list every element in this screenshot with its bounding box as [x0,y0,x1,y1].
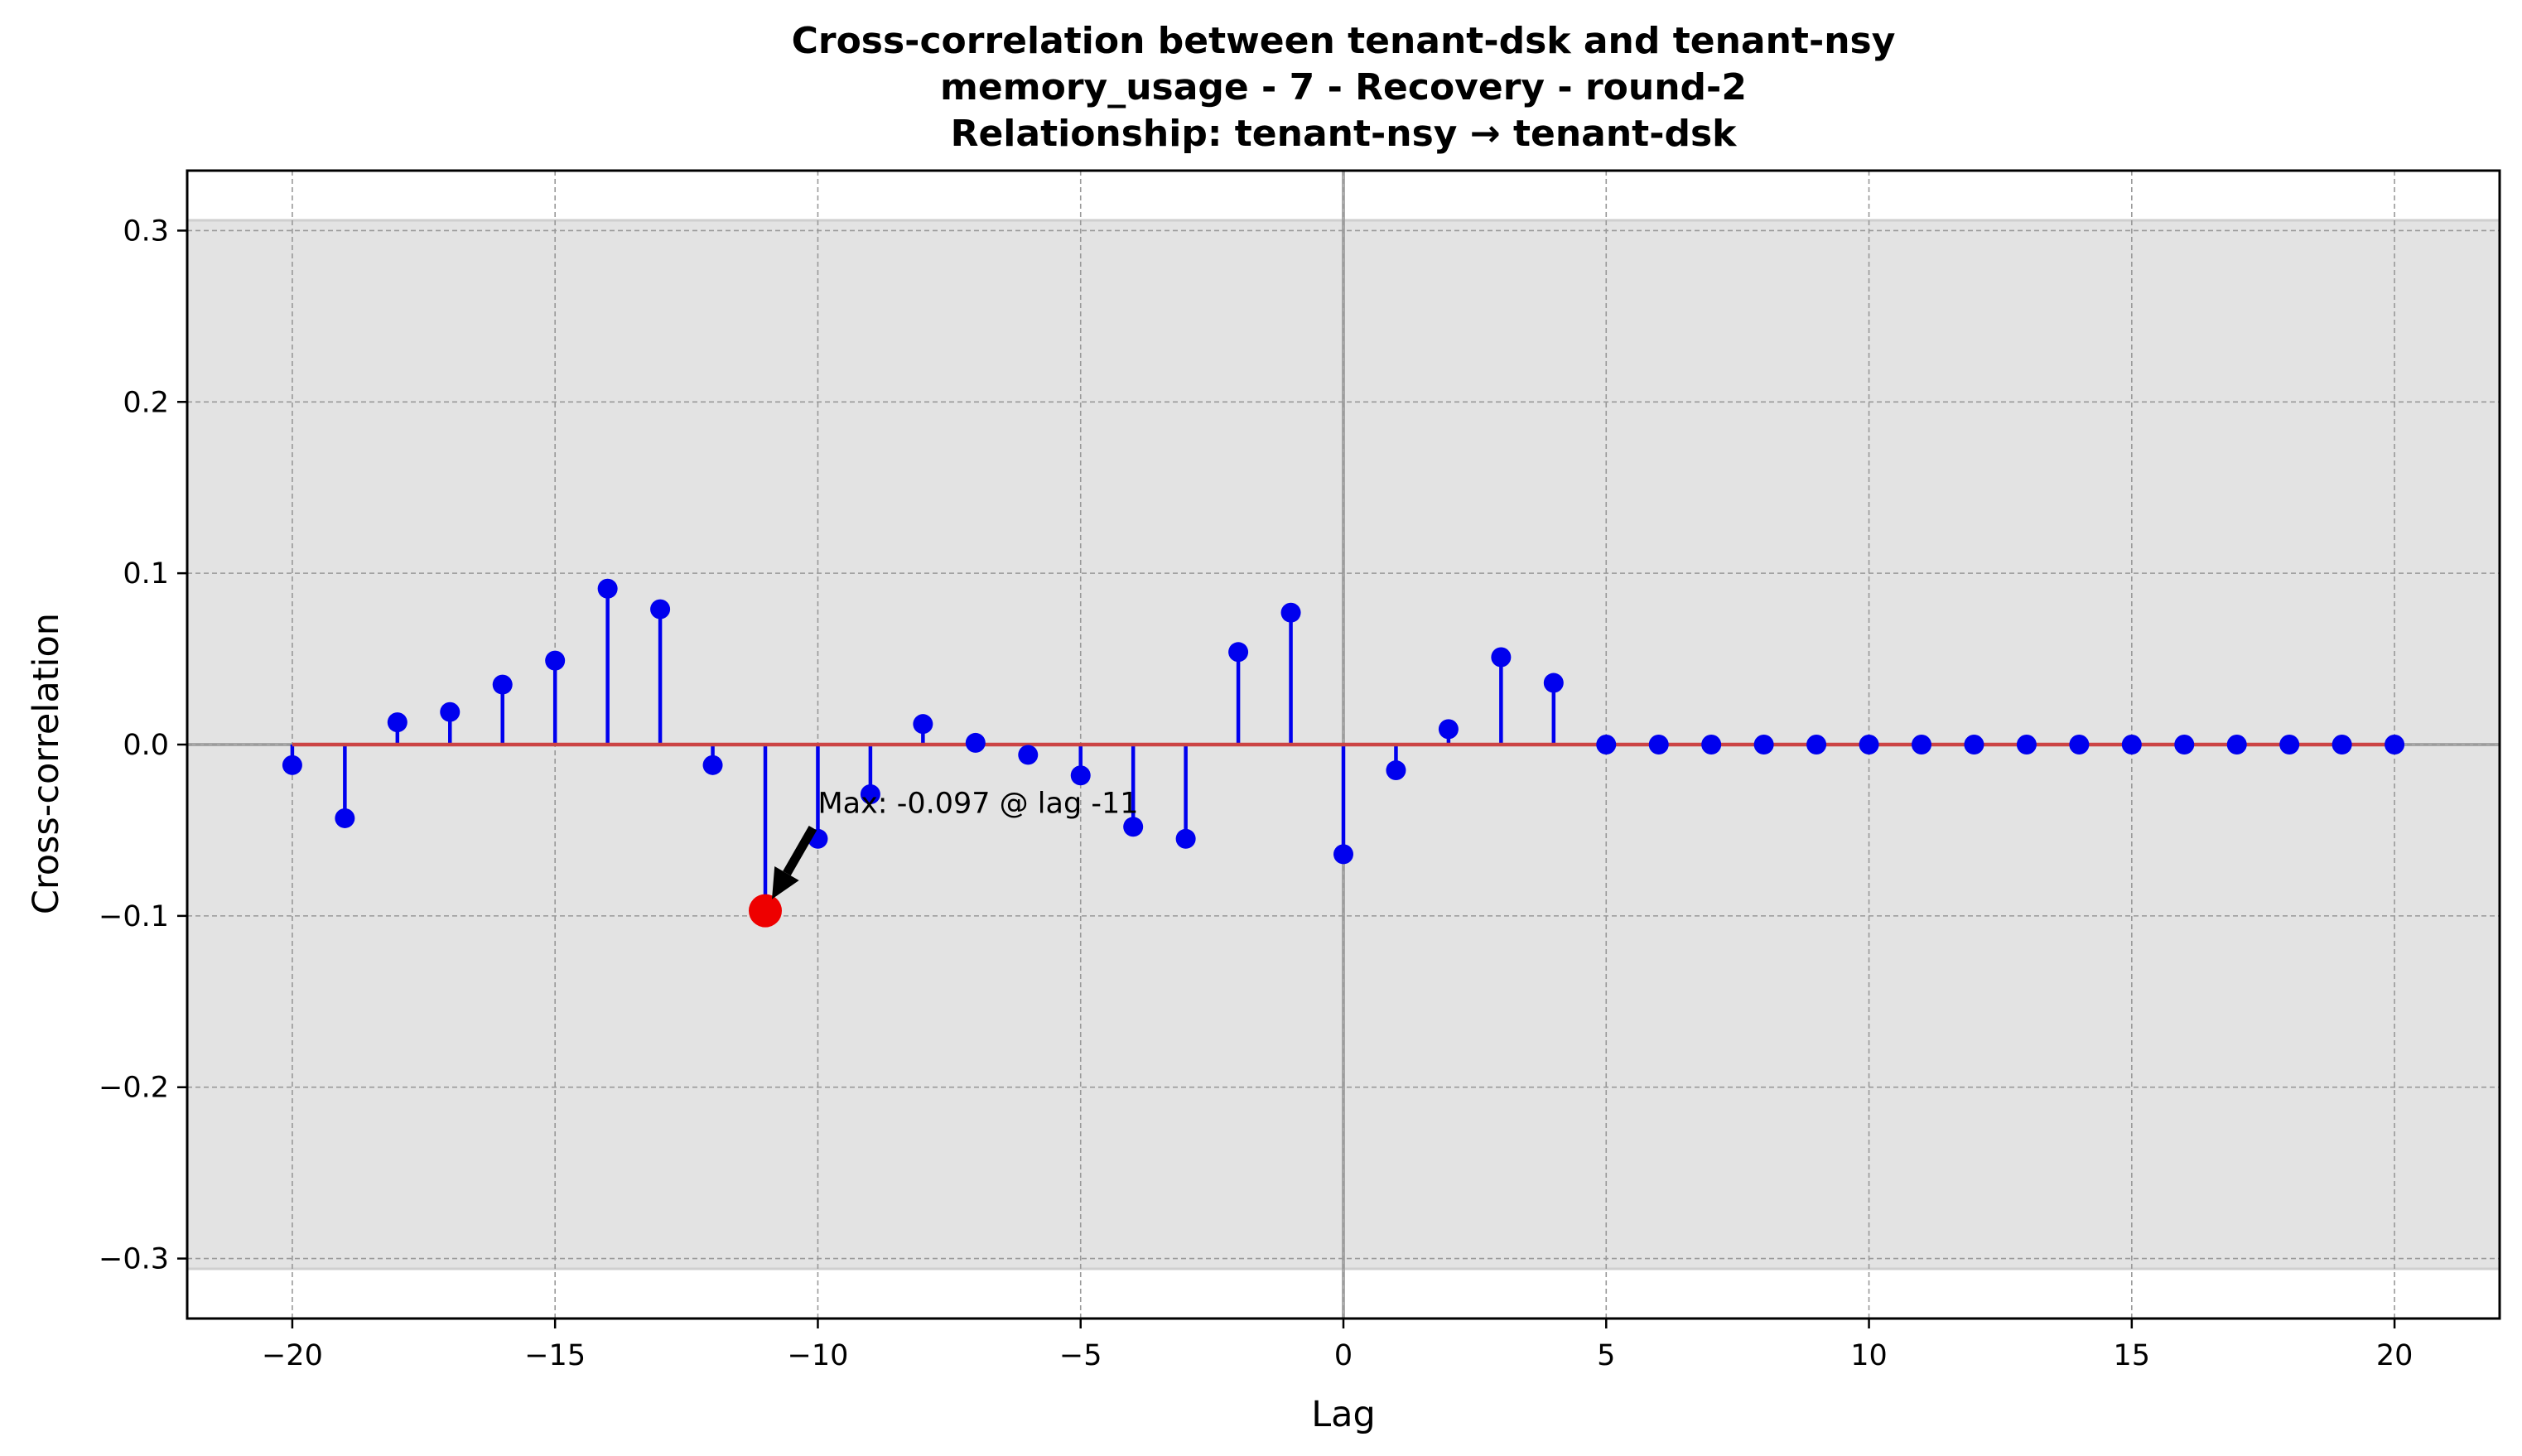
stem-marker [335,808,355,828]
stem-marker [1018,745,1039,765]
title-line-1: Cross-correlation between tenant-dsk and… [792,20,1896,62]
stem-marker [545,650,566,671]
stem-marker [387,712,407,733]
stem-marker [1280,602,1301,623]
plot-area: Max: -0.097 @ lag -11 −20 −15 −10 −5 0 5 10 15 20… [99,169,2501,1372]
x-tick-label: 5 [1597,1339,1615,1372]
stem-marker [2069,735,2090,755]
stem-marker [1175,828,1196,849]
stem-marker [1806,735,1827,755]
max-highlight-marker [749,894,782,928]
y-tick-label: −0.3 [99,1243,169,1276]
stem-marker [2332,735,2352,755]
x-tick-label: −20 [262,1339,323,1372]
stem-marker [1333,844,1353,865]
y-tick-label: 0.1 [123,557,169,591]
x-tick-label: −10 [788,1339,849,1372]
stem-marker [2385,735,2405,755]
y-tick-label: 0.2 [123,386,169,419]
stem-marker [1701,735,1722,755]
stem-marker [2226,735,2247,755]
x-tick-label: −15 [524,1339,586,1372]
stem-marker [1386,760,1406,781]
stem-marker [1859,735,1879,755]
max-annotation-label: Max: -0.097 @ lag -11 [817,788,1138,821]
x-tick-label: 0 [1334,1339,1353,1372]
stem-marker [492,674,513,695]
y-tick-label: −0.1 [99,900,169,933]
stem-marker [965,732,986,753]
stem-marker [913,714,933,735]
stem-marker [2174,735,2195,755]
stem-marker [440,701,461,722]
stem-marker [1228,642,1249,663]
x-axis-label: Lag [1311,1394,1376,1435]
title-line-2: memory_usage - 7 - Recovery - round-2 [940,66,1747,108]
stem-marker [1912,735,1931,755]
x-tick-label: 15 [2114,1339,2151,1372]
stem-marker [702,755,723,775]
stem-marker [2279,735,2300,755]
stem-marker [2121,735,2142,755]
title-line-3: Relationship: tenant-nsy → tenant-dsk [951,113,1738,155]
stem-marker [2016,735,2037,755]
stem-marker [282,755,302,775]
stem-marker [1491,647,1512,668]
y-axis-label: Cross-correlation [26,613,67,914]
stem-marker [1438,719,1459,740]
stem-marker [1648,735,1669,755]
stem-marker [1070,765,1091,786]
stem-marker [860,783,880,804]
y-tick-label: −0.2 [99,1072,169,1105]
stem-marker [1543,673,1564,693]
annotation-arrow-shaft [783,826,817,876]
stem-marker [1596,735,1617,755]
stem-marker [597,578,618,599]
x-tick-label: 10 [1850,1339,1888,1372]
stem-marker [1753,735,1774,755]
x-tick-label: 20 [2376,1339,2414,1372]
x-tick-label: −5 [1059,1339,1102,1372]
stem-marker [1123,817,1144,837]
annotation-arrow-head [772,865,799,899]
stem-marker [1964,735,1984,755]
y-tick-label: 0.3 [123,215,169,248]
stem-marker [650,599,671,620]
chart-title: Cross-correlation between tenant-dsk and… [792,20,1896,155]
y-tick-label: 0.0 [123,729,169,762]
